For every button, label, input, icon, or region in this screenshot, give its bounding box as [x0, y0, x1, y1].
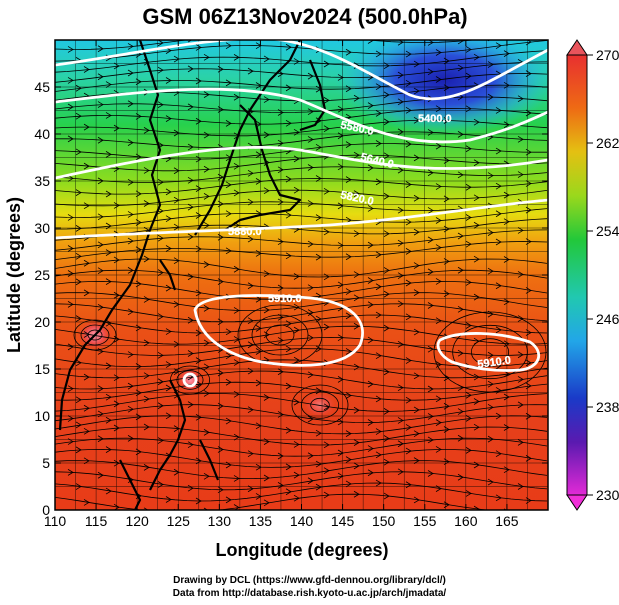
colorbar-tick-label: 238 [596, 399, 619, 415]
x-axis: 110 115 120 125 130 135 140 145 150 155 160 165 [44, 40, 519, 529]
y-tick-label: 10 [34, 408, 50, 424]
x-tick-label: 135 [249, 513, 273, 529]
temperature-field: 5400.0 5580.0 5640.0 5820.0 5880.0 5910.… [55, 40, 548, 510]
credit-drawing: Drawing by DCL (https://www.gfd-dennou.o… [173, 575, 446, 586]
x-tick-label: 115 [85, 513, 108, 529]
credit-data: Data from http://database.rish.kyoto-u.a… [172, 588, 447, 599]
colorbar-tick-label: 262 [596, 135, 619, 151]
contour-label: 5880.0 [228, 226, 262, 238]
x-tick-label: 140 [290, 513, 314, 529]
x-tick-label: 155 [413, 513, 437, 529]
x-tick-label: 130 [208, 513, 232, 529]
x-axis-label: Longitude (degrees) [215, 540, 388, 560]
y-tick-label: 0 [42, 502, 50, 518]
contour-label: 5910.0 [268, 293, 302, 305]
x-tick-label: 125 [167, 513, 191, 529]
y-tick-label: 5 [42, 455, 50, 471]
contour-label: 5400.0 [418, 113, 452, 125]
y-tick-label: 45 [34, 79, 50, 95]
colorbar-tick-label: 246 [596, 311, 619, 327]
y-tick-label: 40 [34, 126, 50, 142]
colorbar-tick-label: 270 [596, 47, 619, 63]
x-tick-label: 165 [495, 513, 519, 529]
x-tick-label: 150 [372, 513, 396, 529]
y-axis: 0 5 10 15 20 25 30 35 40 45 [34, 79, 548, 518]
y-tick-label: 30 [34, 220, 50, 236]
contour-label: 5910.0 [477, 354, 512, 371]
y-tick-label: 25 [34, 267, 50, 283]
x-tick-label: 110 [44, 513, 67, 529]
y-axis-label: Latitude (degrees) [4, 197, 24, 353]
x-tick-label: 120 [125, 513, 149, 529]
colorbar-tick-label: 254 [596, 223, 619, 239]
x-tick-label: 145 [331, 513, 355, 529]
colorbar: 270 262 254 246 238 230 [566, 39, 619, 511]
y-tick-label: 35 [34, 173, 50, 189]
x-tick-label: 160 [454, 513, 478, 529]
colorbar-tick-label: 230 [596, 487, 619, 503]
y-tick-label: 20 [34, 314, 50, 330]
lat-lon-grid [55, 40, 548, 510]
height-contours [55, 40, 548, 388]
y-tick-label: 15 [34, 361, 50, 377]
map-title: GSM 06Z13Nov2024 (500.0hPa) [142, 4, 467, 29]
